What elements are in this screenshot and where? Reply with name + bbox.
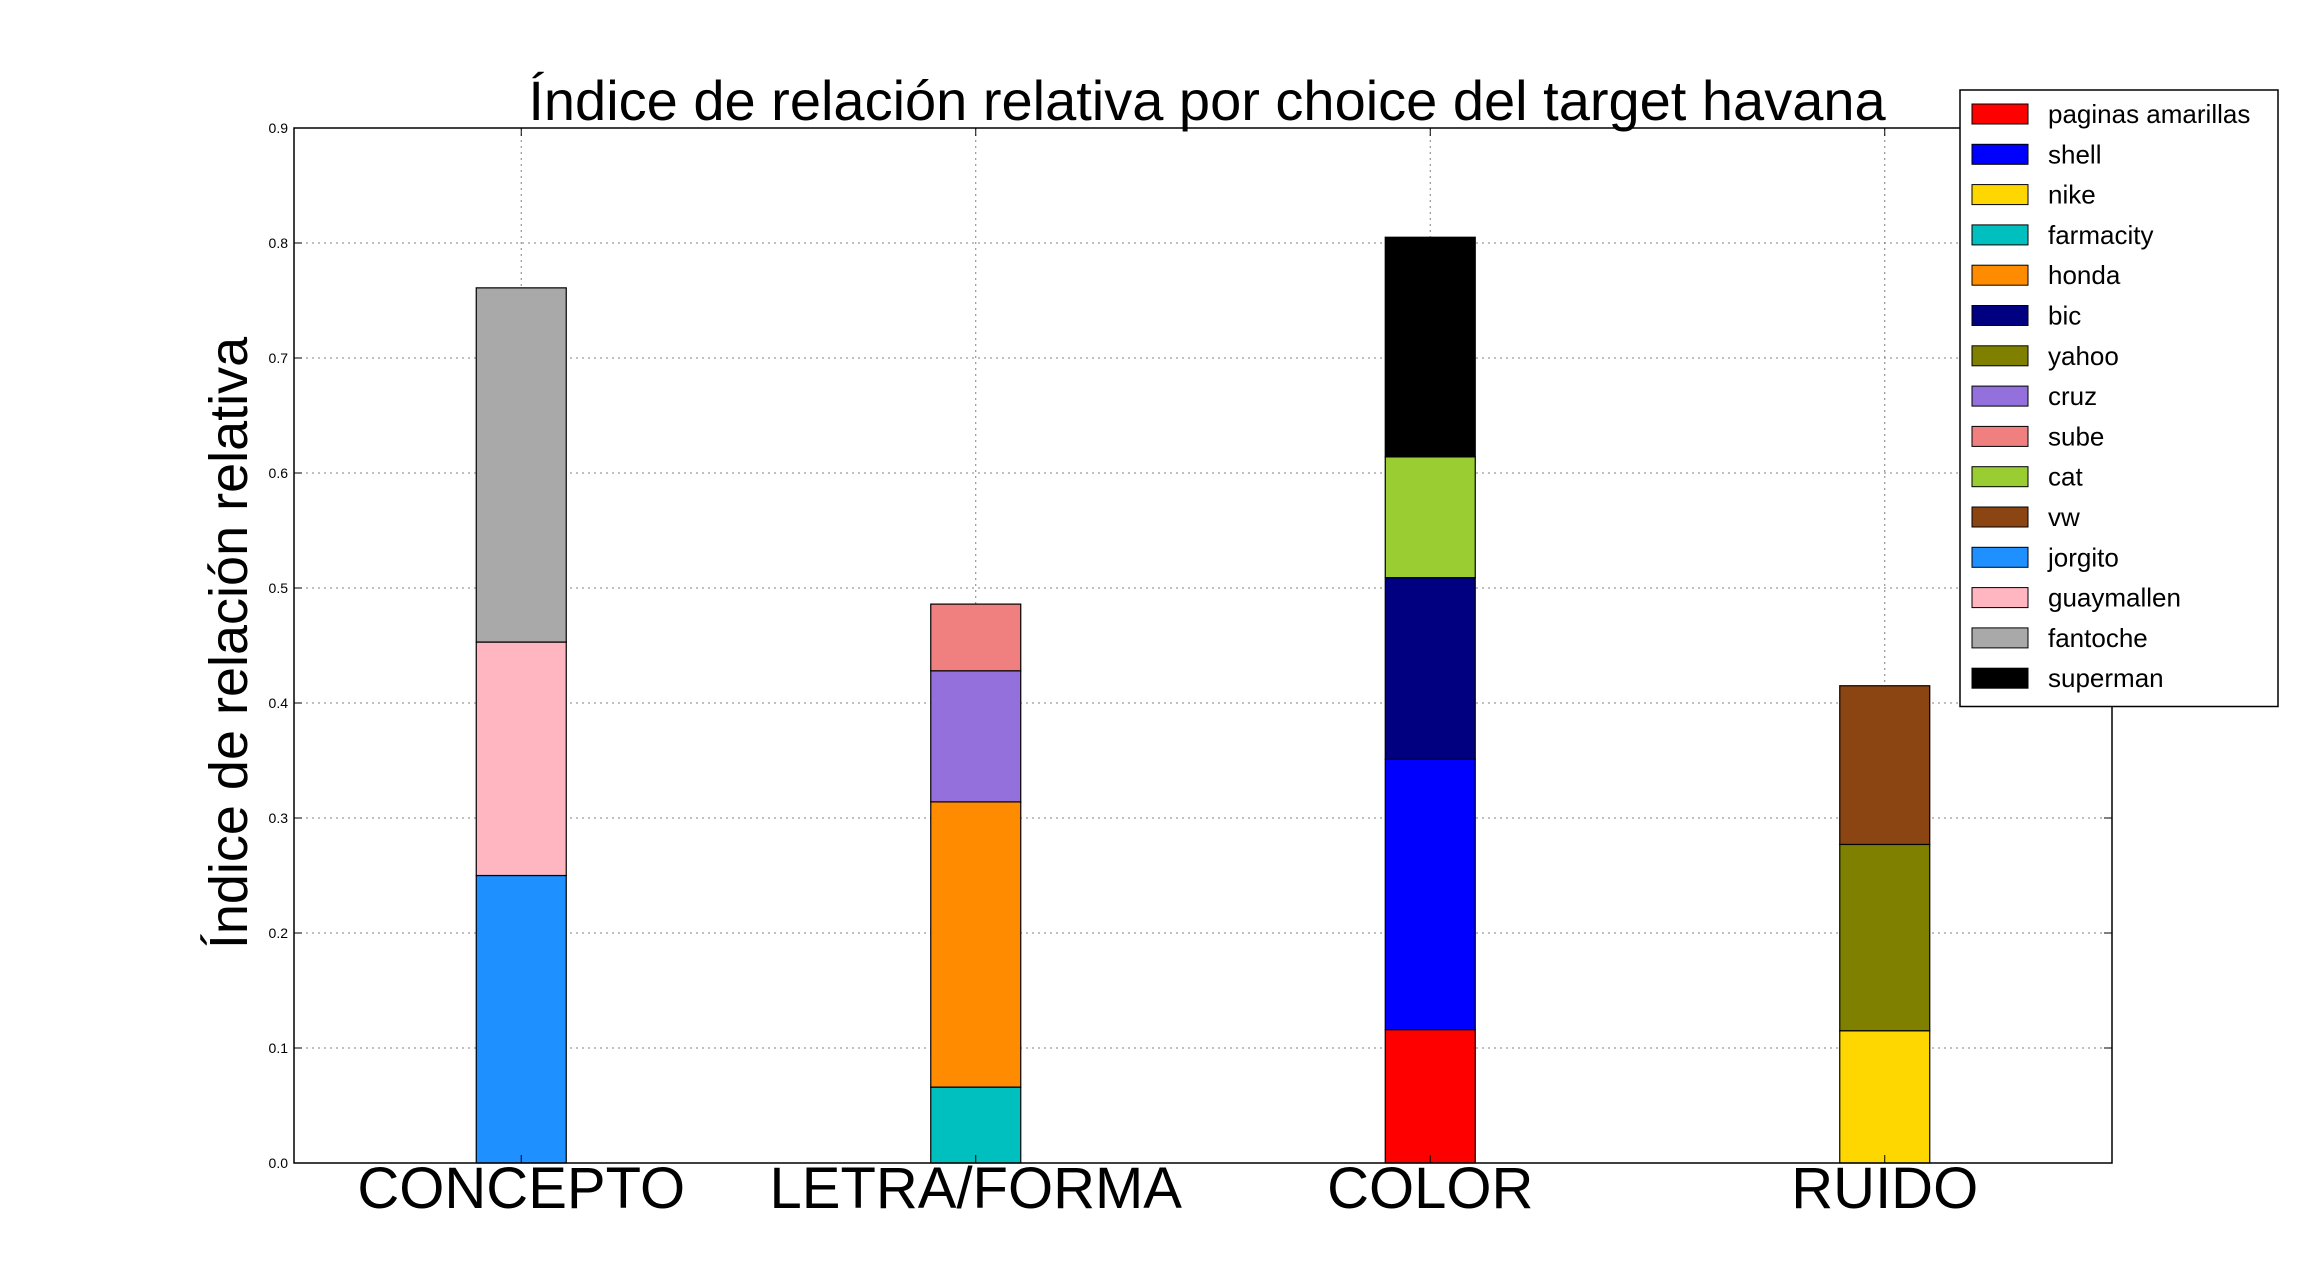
bar-segment <box>930 1086 1022 1164</box>
bar-segment <box>475 287 567 643</box>
legend-swatch <box>1971 143 2029 165</box>
bar-segment <box>1384 236 1476 458</box>
bar-segment <box>1384 758 1476 1031</box>
legend-swatch <box>1971 425 2029 447</box>
y-tick-label: 0.3 <box>269 810 289 826</box>
bar-segment <box>1384 1028 1476 1164</box>
y-tick-label: 0.5 <box>269 580 289 596</box>
y-tick-label: 0.7 <box>269 350 289 366</box>
bar-segment <box>1839 843 1931 1032</box>
legend-swatch <box>1971 546 2029 568</box>
legend-swatch <box>1971 466 2029 488</box>
x-tick-label: LETRA/FORMA <box>770 1156 1183 1221</box>
bar-segment <box>475 641 567 877</box>
legend-label: guaymallen <box>2048 583 2181 613</box>
legend-swatch <box>1971 184 2029 206</box>
legend-label: fantoche <box>2048 623 2148 653</box>
y-tick-label: 0.0 <box>269 1155 289 1171</box>
y-tick-label: 0.1 <box>269 1040 289 1056</box>
bar-segment <box>930 670 1022 803</box>
legend-swatch <box>1971 103 2029 125</box>
bar-segment <box>475 874 567 1164</box>
legend-label: paginas amarillas <box>2048 99 2250 129</box>
legend-label: cruz <box>2048 381 2097 411</box>
bar-segment <box>1839 685 1931 846</box>
y-tick-label: 0.4 <box>269 695 289 711</box>
legend-swatch <box>1971 305 2029 326</box>
bars-layer <box>475 236 1931 1164</box>
chart-title: Índice de relación relativa por choice d… <box>528 69 1886 132</box>
legend-label: cat <box>2048 462 2083 492</box>
legend-swatch <box>1971 506 2029 528</box>
legend: paginas amarillas shell nike farmacity honda… <box>1959 89 2279 708</box>
legend-label: vw <box>2048 502 2080 532</box>
legend-swatch <box>1971 224 2029 246</box>
legend-swatch <box>1971 385 2029 407</box>
bar-segment <box>1839 1030 1931 1164</box>
legend-label: shell <box>2048 139 2101 169</box>
legend-swatch <box>1971 264 2029 286</box>
legend-swatch <box>1971 627 2029 649</box>
x-tick-label: RUIDO <box>1791 1156 1978 1221</box>
bar-segment <box>930 603 1022 672</box>
legend-swatch <box>1971 667 2029 689</box>
legend-label: farmacity <box>2048 220 2153 250</box>
y-tick-label: 0.8 <box>269 235 289 251</box>
y-tick-label: 0.6 <box>269 465 289 481</box>
legend-label: jorgito <box>2047 542 2119 572</box>
legend-label: sube <box>2048 421 2104 451</box>
legend-swatch <box>1971 345 2029 367</box>
legend-label: honda <box>2048 260 2121 290</box>
y-tick-label: 0.2 <box>269 925 289 941</box>
y-tick-label: 0.9 <box>269 120 289 136</box>
legend-label: yahoo <box>2048 341 2119 371</box>
x-tick-label: CONCEPTO <box>357 1156 685 1221</box>
legend-label: bic <box>2048 301 2081 331</box>
x-tick-label: COLOR <box>1327 1156 1533 1221</box>
bar-segment <box>930 801 1022 1088</box>
bar-segment <box>1384 456 1476 579</box>
legend-swatch <box>1971 587 2029 609</box>
legend-label: superman <box>2048 663 2164 693</box>
legend-label: nike <box>2048 180 2096 210</box>
bar-segment <box>1384 577 1476 760</box>
y-axis-label: Índice de relación relativa <box>199 336 259 949</box>
x-axis-ticks: CONCEPTO LETRA/FORMA COLOR RUIDO <box>357 128 1978 1221</box>
